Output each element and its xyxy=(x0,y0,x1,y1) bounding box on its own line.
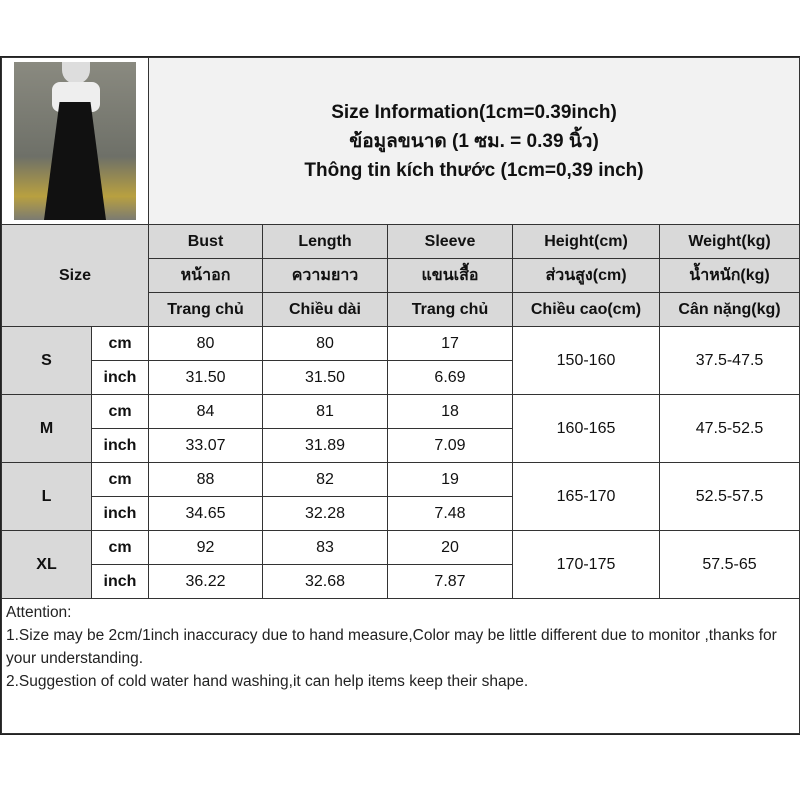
length-value: 81 xyxy=(262,394,388,429)
height-value: 150-160 xyxy=(512,326,660,395)
height-value: 165-170 xyxy=(512,462,660,531)
bust-value: 80 xyxy=(148,326,263,361)
attention-notes: Attention: 1.Size may be 2cm/1inch inaccu… xyxy=(0,598,800,734)
column-header: Length xyxy=(262,224,388,259)
column-header: Chiều dài xyxy=(262,292,388,327)
unit-label: cm xyxy=(91,530,149,565)
unit-label: inch xyxy=(91,360,149,395)
height-value: 170-175 xyxy=(512,530,660,599)
weight-value: 47.5-52.5 xyxy=(658,394,800,463)
sleeve-value: 7.48 xyxy=(387,496,513,531)
table-row: inch 34.65 32.28 7.48 xyxy=(2,496,800,531)
size-header: Size xyxy=(1,224,149,327)
column-header: Trang chủ xyxy=(148,292,263,327)
table-row: inch 33.07 31.89 7.09 xyxy=(2,428,800,463)
column-header: Sleeve xyxy=(387,224,513,259)
column-header: Trang chủ xyxy=(387,292,513,327)
size-label: XL xyxy=(1,530,92,599)
weight-value: 37.5-47.5 xyxy=(658,326,800,395)
length-value: 32.68 xyxy=(262,564,388,599)
length-value: 31.89 xyxy=(262,428,388,463)
attention-note: 2.Suggestion of cold water hand washing,… xyxy=(6,673,529,690)
height-value: 160-165 xyxy=(512,394,660,463)
unit-label: inch xyxy=(91,564,149,599)
header-row: Trang chủ Chiều dài Trang chủ Chiều cao(cm)… xyxy=(2,292,800,327)
size-label: S xyxy=(1,326,92,395)
sleeve-value: 17 xyxy=(387,326,513,361)
column-header: น้ำหนัก(kg) xyxy=(658,258,800,293)
product-photo-cell xyxy=(1,57,149,225)
attention-heading: Attention: xyxy=(6,604,72,621)
sleeve-value: 7.87 xyxy=(387,564,513,599)
bust-value: 88 xyxy=(148,462,263,497)
table-row: inch 36.22 32.68 7.87 xyxy=(2,564,800,599)
column-header: Height(cm) xyxy=(512,224,660,259)
header-row: Size Bust Length Sleeve Height(cm) Weight(kg) xyxy=(1,224,800,327)
bust-value: 34.65 xyxy=(148,496,263,531)
bust-value: 84 xyxy=(148,394,263,429)
column-header: Chiều cao(cm) xyxy=(512,292,660,327)
weight-value: 52.5-57.5 xyxy=(658,462,800,531)
attention-note: 1.Size may be 2cm/1inch inaccuracy due t… xyxy=(6,627,777,667)
bust-value: 31.50 xyxy=(148,360,263,395)
column-header: Bust xyxy=(148,224,263,259)
length-value: 82 xyxy=(262,462,388,497)
bust-value: 36.22 xyxy=(148,564,263,599)
title-line-vi: Thông tin kích thước (1cm=0,39 inch) xyxy=(304,159,644,181)
title-line-en: Size Information(1cm=0.39inch) xyxy=(331,101,617,123)
sleeve-value: 6.69 xyxy=(387,360,513,395)
sleeve-value: 7.09 xyxy=(387,428,513,463)
size-label: L xyxy=(1,462,92,531)
column-header: แขนเสื้อ xyxy=(387,258,513,293)
size-chart: Size Information(1cm=0.39inch) ข้อมูลขนา… xyxy=(0,56,800,735)
length-value: 31.50 xyxy=(262,360,388,395)
sleeve-value: 18 xyxy=(387,394,513,429)
size-label: M xyxy=(1,394,92,463)
length-value: 83 xyxy=(262,530,388,565)
bust-value: 33.07 xyxy=(148,428,263,463)
column-header: Cân nặng(kg) xyxy=(658,292,800,327)
column-header: หน้าอก xyxy=(148,258,263,293)
unit-label: inch xyxy=(91,496,149,531)
sleeve-value: 19 xyxy=(387,462,513,497)
unit-label: cm xyxy=(91,462,149,497)
table-row: inch 31.50 31.50 6.69 xyxy=(2,360,800,395)
size-info-title: Size Information(1cm=0.39inch) ข้อมูลขนา… xyxy=(147,57,800,225)
weight-value: 57.5-65 xyxy=(658,530,800,599)
unit-label: cm xyxy=(91,394,149,429)
column-header: ส่วนสูง(cm) xyxy=(512,258,660,293)
size-table: Size Information(1cm=0.39inch) ข้อมูลขนา… xyxy=(0,57,800,734)
product-photo xyxy=(14,62,136,220)
column-header: Weight(kg) xyxy=(658,224,800,259)
bust-value: 92 xyxy=(148,530,263,565)
length-value: 32.28 xyxy=(262,496,388,531)
table-row: XL cm 92 83 20 170-175 57.5-65 xyxy=(1,530,800,599)
title-line-th: ข้อมูลขนาด (1 ซม. = 0.39 นิ้ว) xyxy=(349,130,599,152)
attention-row: Attention: 1.Size may be 2cm/1inch inaccu… xyxy=(0,598,800,734)
column-header: ความยาว xyxy=(262,258,388,293)
unit-label: inch xyxy=(91,428,149,463)
sleeve-value: 20 xyxy=(387,530,513,565)
unit-label: cm xyxy=(91,326,149,361)
length-value: 80 xyxy=(262,326,388,361)
header-row: หน้าอก ความยาว แขนเสื้อ ส่วนสูง(cm) น้ำหนัก(… xyxy=(2,258,800,293)
